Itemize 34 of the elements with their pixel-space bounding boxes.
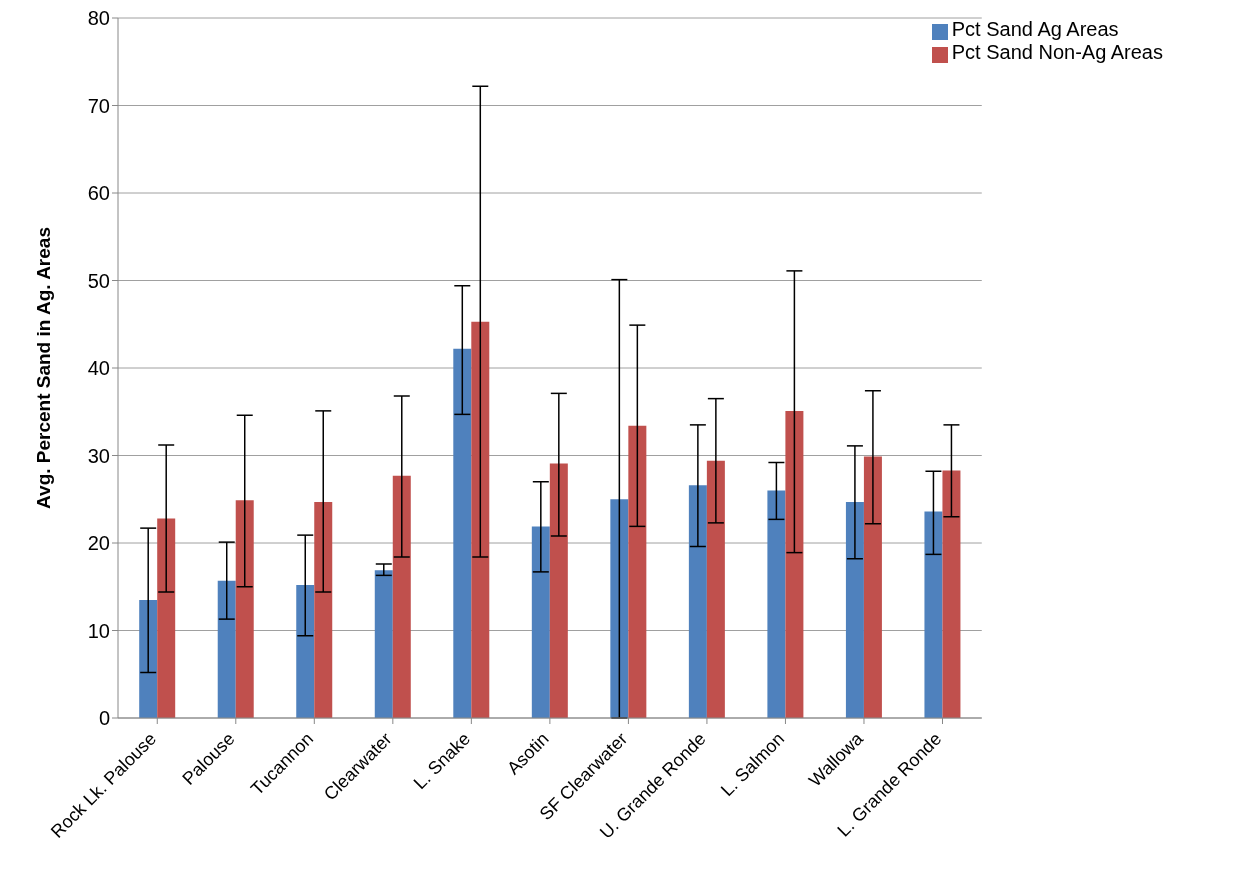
y-tick-label: 40 bbox=[87, 357, 110, 380]
bar bbox=[767, 490, 786, 718]
legend-label: Pct Sand Ag Areas bbox=[951, 18, 1119, 40]
y-tick-label: 20 bbox=[87, 532, 110, 555]
bar bbox=[139, 599, 158, 718]
bar bbox=[157, 518, 176, 718]
y-axis-title: Avg. Percent Sand in Ag. Areas bbox=[32, 227, 54, 509]
legend-label: Pct Sand Non-Ag Areas bbox=[951, 41, 1163, 63]
bar bbox=[217, 580, 236, 718]
y-tick-label: 50 bbox=[87, 269, 110, 292]
bar bbox=[688, 485, 707, 718]
bar bbox=[531, 526, 550, 718]
bar bbox=[706, 460, 725, 718]
y-tick-label: 30 bbox=[87, 444, 110, 467]
y-tick-label: 10 bbox=[87, 619, 110, 642]
bar bbox=[296, 585, 315, 718]
bar bbox=[374, 570, 393, 718]
y-tick-label: 70 bbox=[87, 94, 110, 117]
y-tick-label: 80 bbox=[87, 7, 110, 30]
bar bbox=[863, 456, 882, 718]
bar bbox=[314, 501, 333, 718]
bar bbox=[392, 475, 411, 718]
bar bbox=[785, 410, 804, 718]
bar bbox=[628, 425, 647, 718]
bar bbox=[235, 500, 254, 718]
y-tick-label: 60 bbox=[87, 182, 110, 205]
bar bbox=[610, 499, 629, 718]
bar bbox=[845, 501, 864, 718]
bar bbox=[549, 463, 568, 718]
bar bbox=[942, 470, 961, 718]
bar bbox=[924, 511, 943, 718]
y-tick-label: 0 bbox=[98, 707, 110, 730]
bar bbox=[471, 321, 490, 718]
bar bbox=[453, 348, 472, 718]
